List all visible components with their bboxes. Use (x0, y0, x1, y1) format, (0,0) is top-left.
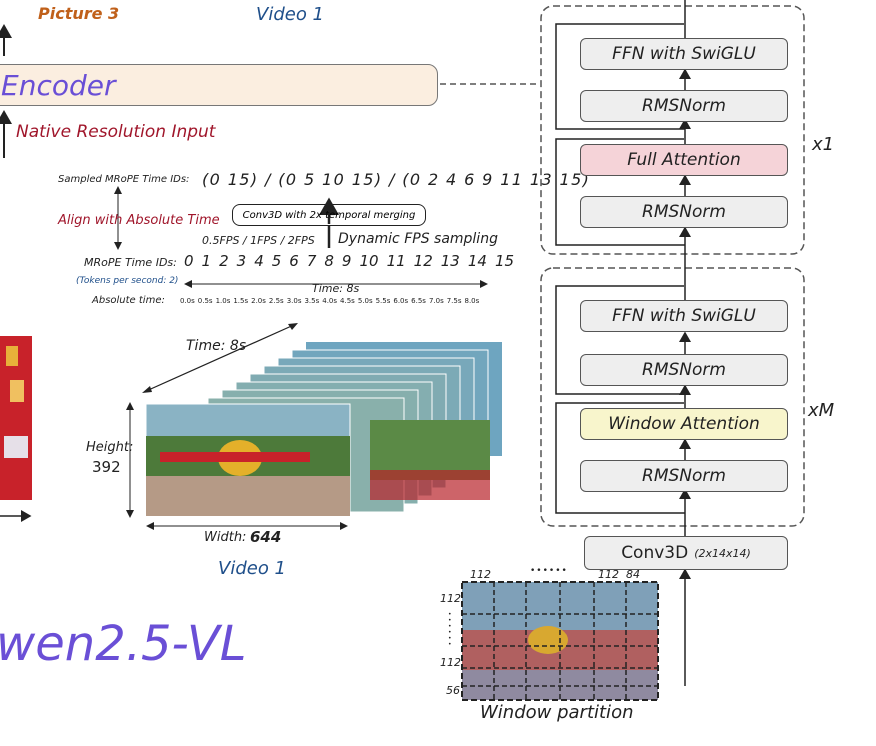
video-height-label: Height: (86, 440, 134, 455)
partition-left-mid-label: 112 (440, 656, 461, 669)
lower-rmsnorm-2-block: RMSNorm (580, 354, 788, 386)
partition-top-right-label: 84 (626, 568, 640, 581)
sampled-time-ids-values: (0 15) / (0 5 10 15) / (0 2 4 6 9 11 13 … (202, 170, 591, 189)
absolute-time-label: Absolute time: (92, 295, 165, 306)
upper-rmsnorm-2-block: RMSNorm (580, 90, 788, 122)
align-absolute-time-label: Align with Absolute Time (58, 213, 220, 228)
picture-3-label: Picture 3 (38, 4, 120, 23)
partition-top-mid-label: 112 (598, 568, 619, 581)
timeline-span-label: Time: 8s (312, 282, 360, 295)
absolute-time-value: 0.0s (180, 297, 195, 305)
lower-rmsnorm-1-block: RMSNorm (580, 460, 788, 492)
absolute-time-value: 2.0s (251, 297, 266, 305)
video-height-value: 392 (92, 458, 121, 476)
mrope-id: 1 (201, 252, 212, 270)
video-frame-stack (145, 342, 502, 517)
upper-layer-container (540, 5, 805, 255)
absolute-time-value: 2.5s (268, 297, 284, 305)
fps-options-label: 0.5FPS / 1FPS / 2FPS (202, 234, 315, 247)
mrope-id: 7 (306, 252, 317, 270)
upper-rmsnorm-1-block: RMSNorm (580, 196, 788, 228)
absolute-time-value: 1.5s (233, 297, 249, 305)
absolute-time-value: 7.5s (446, 297, 462, 305)
absolute-time-value: 6.0s (393, 297, 409, 305)
mrope-id: 3 (236, 252, 247, 270)
sampled-time-ids-label: Sampled MRoPE Time IDs: (58, 174, 190, 185)
absolute-time-value: 0.5s (197, 297, 213, 305)
absolute-time-value: 5.5s (375, 297, 391, 305)
window-attention-block: Window Attention (580, 408, 788, 440)
encoder-label: Encoder (1, 69, 116, 102)
dynamic-fps-sampling-label: Dynamic FPS sampling (338, 231, 498, 247)
video-1-top-label: Video 1 (256, 4, 325, 25)
conv3d-kernel-label: (2x14x14) (694, 546, 751, 560)
mrope-id: 15 (494, 252, 515, 270)
mrope-id: 6 (289, 252, 299, 270)
native-resolution-input-label: Native Resolution Input (16, 122, 216, 142)
mrope-id: 2 (219, 252, 229, 270)
lower-layer-container (540, 267, 805, 527)
video-width-value: 644 (250, 528, 282, 546)
full-attention-block: Full Attention (580, 144, 788, 176)
mrope-id: 14 (467, 252, 487, 270)
tokens-per-second-note: (Tokens per second: 2) (76, 276, 179, 286)
mrope-id: 5 (271, 252, 282, 270)
absolute-time-value: 3.5s (304, 297, 320, 305)
conv3d-temporal-merge-box: Conv3D with 2x temporal merging (232, 204, 426, 226)
absolute-time-value: 6.5s (411, 297, 426, 305)
partition-left-bottom-label: 56 (446, 684, 460, 697)
absolute-time-value: 8.0s (464, 297, 480, 305)
mrope-id: 12 (413, 252, 433, 270)
mrope-time-ids-values: 0 1 2 3 4 5 6 7 8 9 10 11 12 13 14 15 (184, 252, 522, 270)
mrope-id: 10 (359, 252, 379, 270)
mrope-time-ids-label: MRoPE Time IDs: (84, 256, 177, 269)
conv3d-patch-block: Conv3D (2x14x14) (584, 536, 788, 570)
absolute-time-value: 1.0s (215, 297, 231, 305)
absolute-time-value: 7.0s (428, 297, 444, 305)
lower-ffn-swiglu-block: FFN with SwiGLU (580, 300, 788, 332)
upper-ffn-swiglu-block: FFN with SwiGLU (580, 38, 788, 70)
window-partition-image (461, 581, 659, 701)
conv3d-label: Conv3D (621, 543, 689, 563)
partition-dots-vertical: • • • • • • (448, 611, 452, 648)
mrope-id: 0 (184, 252, 194, 270)
absolute-time-value: 5.0s (357, 297, 373, 305)
mrope-id: 4 (254, 252, 264, 270)
absolute-time-value: 4.0s (322, 297, 338, 305)
mrope-id: 9 (341, 252, 352, 270)
video-time-label: Time: 8s (186, 338, 247, 354)
lower-repeat-label: xM (808, 400, 835, 421)
absolute-time-values: 0.0s 0.5s 1.0s 1.5s 2.0s 2.5s 3.0s 3.5s 4.0s 4.5s… (180, 297, 482, 305)
partition-top-left-label: 112 (470, 568, 491, 581)
mrope-id: 8 (324, 252, 334, 270)
absolute-time-value: 3.0s (286, 297, 302, 305)
window-partition-caption: Window partition (480, 702, 634, 723)
mrope-id: 13 (440, 252, 460, 270)
partition-dots-horizontal: •••••• (530, 566, 568, 576)
video-width-label: Width: (204, 530, 247, 545)
mrope-id: 11 (386, 252, 406, 270)
absolute-time-value: 4.5s (340, 297, 355, 305)
upper-repeat-label: x1 (812, 134, 835, 155)
encoder-box: Encoder (0, 64, 438, 106)
model-title: wen2.5-VL (0, 616, 247, 672)
partition-left-top-label: 112 (440, 592, 461, 605)
video-1-caption: Video 1 (218, 558, 287, 579)
